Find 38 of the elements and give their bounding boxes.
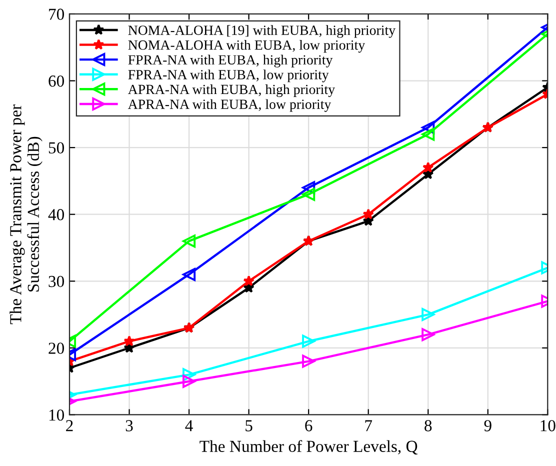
point	[182, 268, 196, 282]
x-axis-title: The Number of Power Levels, Q	[200, 440, 418, 455]
legend-label: FPRA-NA with EUBA, low priority	[128, 70, 329, 82]
y-tick-label: 30	[48, 276, 64, 288]
point	[422, 121, 435, 134]
x-tick-label: 7	[365, 420, 372, 432]
point	[422, 308, 435, 322]
x-tick-label: 4	[185, 420, 193, 432]
point	[182, 368, 196, 382]
x-tick-label: 8	[424, 420, 432, 432]
x-tick-label: 5	[246, 420, 252, 432]
point	[422, 162, 434, 173]
point	[422, 128, 435, 141]
legend-label: FPRA-NA with EUBA, high priority	[128, 54, 333, 68]
point	[182, 234, 196, 248]
legend-label: NOMA-ALOHA [19] with EUBA, high priority	[128, 25, 396, 38]
x-tick-label: 3	[126, 420, 133, 432]
x-tick-label: 9	[484, 420, 492, 432]
point	[422, 328, 435, 342]
y-tick-label: 70	[49, 8, 64, 20]
point	[302, 354, 316, 368]
x-tick-label: 10	[540, 420, 556, 432]
y-tick-label: 20	[48, 342, 64, 354]
legend-label: APRA-NA with EUBA, high priority	[128, 84, 335, 98]
y-axis-title: The Average Transmit Power per Successful Access (dB)	[10, 104, 42, 324]
x-tick-label: 2	[66, 420, 73, 432]
point	[243, 275, 254, 286]
point	[362, 208, 374, 220]
y-tick-label: 10	[49, 409, 64, 421]
x-tick-label: 6	[305, 420, 312, 432]
y-tick-label: 60	[48, 75, 64, 87]
point	[302, 188, 316, 201]
y-tick-label: 50	[48, 142, 64, 154]
legend-label: NOMA-ALOHA with EUBA, low priority	[128, 40, 366, 53]
point	[302, 334, 316, 348]
y-tick-label: 40	[48, 209, 64, 220]
point	[182, 374, 196, 388]
legend-label: APRA-NA with EUBA, low priority	[128, 99, 332, 112]
